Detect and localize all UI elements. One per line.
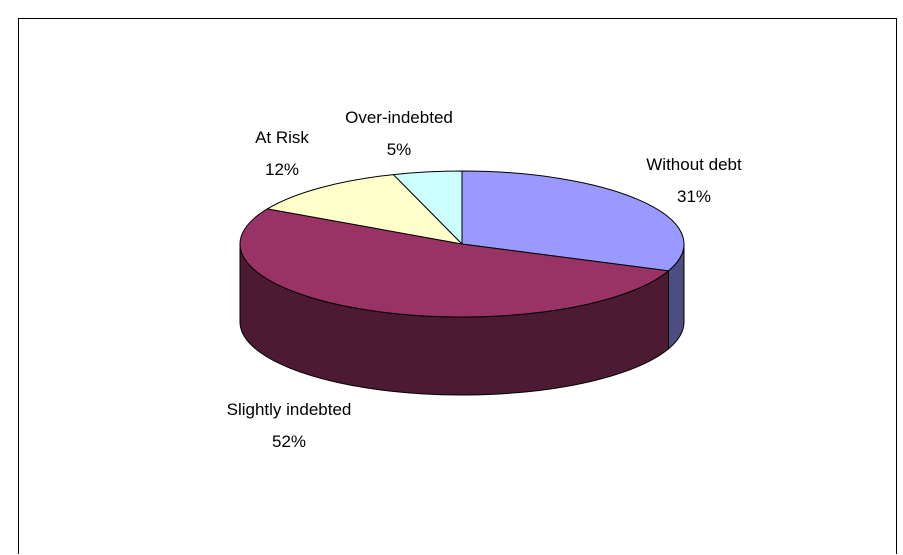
pie-slice-at-risk — [266, 174, 463, 245]
label-over-indebted-name: Over-indebted — [345, 108, 453, 127]
label-at-risk-name: At Risk — [255, 128, 309, 147]
pie-slice-slightly-indebted — [239, 208, 669, 318]
label-at-risk-pct: 12% — [265, 160, 299, 179]
label-over-indebted-pct: 5% — [387, 140, 412, 159]
pie-top-slices — [239, 170, 685, 318]
label-without-debt-name: Without debt — [646, 155, 742, 174]
label-without-debt-pct: 31% — [677, 187, 711, 206]
pie-chart: Without debt 31% Slightly indebted 52% A… — [227, 108, 742, 451]
label-slightly-indebted-name: Slightly indebted — [227, 400, 352, 419]
pie-slice-over-indebted — [392, 170, 463, 245]
pie-slice-without-debt — [461, 170, 685, 272]
chart-area: Without debt 31% Slightly indebted 52% A… — [18, 18, 897, 554]
pie-depth-sides — [239, 243, 685, 396]
label-slightly-indebted-pct: 52% — [272, 432, 306, 451]
slice-labels: Without debt 31% Slightly indebted 52% A… — [227, 108, 742, 451]
